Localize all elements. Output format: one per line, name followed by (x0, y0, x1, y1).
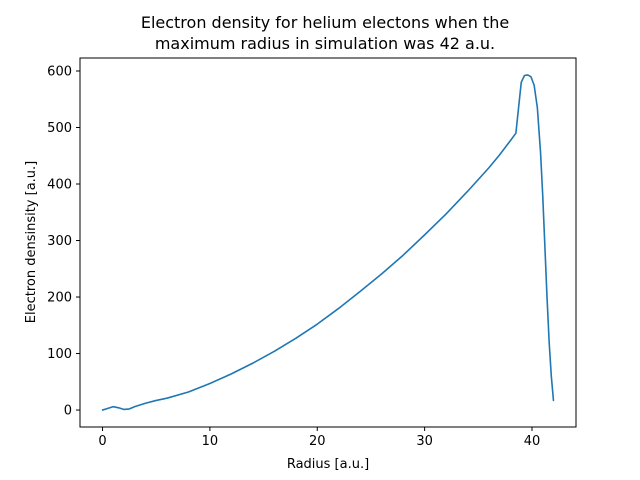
x-tick-label: 30 (416, 434, 433, 449)
x-tick-label: 40 (524, 434, 541, 449)
y-axis: 0 100 200 300 400 500 600 (47, 64, 80, 419)
y-tick-label: 400 (47, 178, 72, 193)
series-line (101, 74, 555, 411)
y-axis-label: Electron densinsity [a.u.] (24, 161, 39, 324)
x-tick-label: 10 (202, 434, 219, 449)
y-tick-label: 200 (47, 291, 72, 306)
x-tick-label: 0 (98, 434, 106, 449)
y-tick-label: 600 (47, 64, 72, 79)
chart-title-line-2: maximum radius in simulation was 42 a.u. (155, 34, 495, 53)
x-axis: 0 10 20 30 40 (98, 427, 540, 449)
y-tick-label: 500 (47, 121, 72, 136)
y-tick-label: 100 (47, 347, 72, 362)
plot-area-frame (79, 57, 577, 428)
series-layer (101, 74, 555, 411)
x-axis-label: Radius [a.u.] (287, 457, 369, 472)
y-tick-label: 0 (64, 404, 72, 419)
y-tick-label: 300 (47, 234, 72, 249)
x-tick-label: 20 (309, 434, 326, 449)
chart-title-line-1: Electron density for helium electons whe… (141, 13, 509, 32)
